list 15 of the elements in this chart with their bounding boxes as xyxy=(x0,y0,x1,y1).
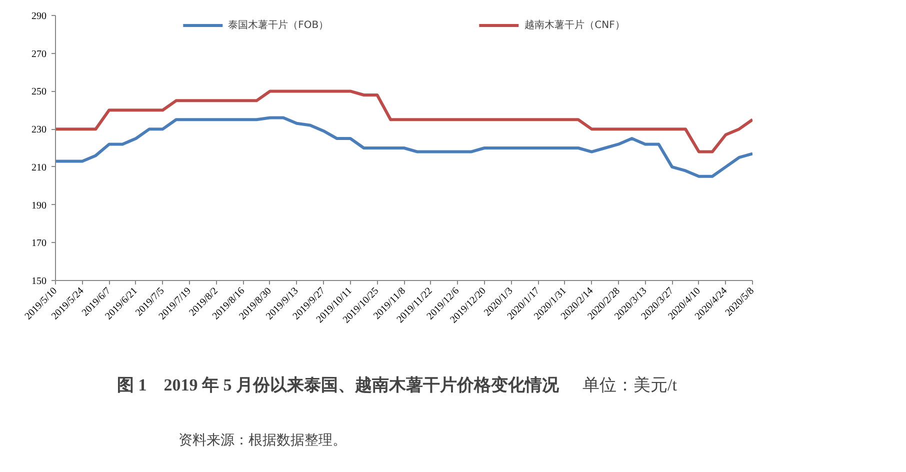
y-tick-label: 150 xyxy=(32,276,46,287)
y-tick-label: 230 xyxy=(32,124,46,136)
line-series xyxy=(56,90,752,154)
y-tick-label: 170 xyxy=(32,238,46,250)
y-tick-label: 290 xyxy=(32,11,46,22)
legend-label: 泰国木薯干片（FOB） xyxy=(228,18,329,32)
y-tick-label: 250 xyxy=(32,86,46,98)
text: 图 1 2019 年 5 月份以来泰国、越南木薯干片价格变化情况 xyxy=(117,376,560,394)
text: 资料来源：根据数据整理。 xyxy=(178,432,347,448)
y-tick-label: 210 xyxy=(32,162,46,174)
y-tick-label: 270 xyxy=(32,48,46,60)
y-tick-label: 190 xyxy=(32,200,46,212)
text: 单位：美元/t xyxy=(582,376,678,394)
line-series xyxy=(56,116,752,178)
legend-label: 越南木薯干片（CNF） xyxy=(524,18,625,32)
